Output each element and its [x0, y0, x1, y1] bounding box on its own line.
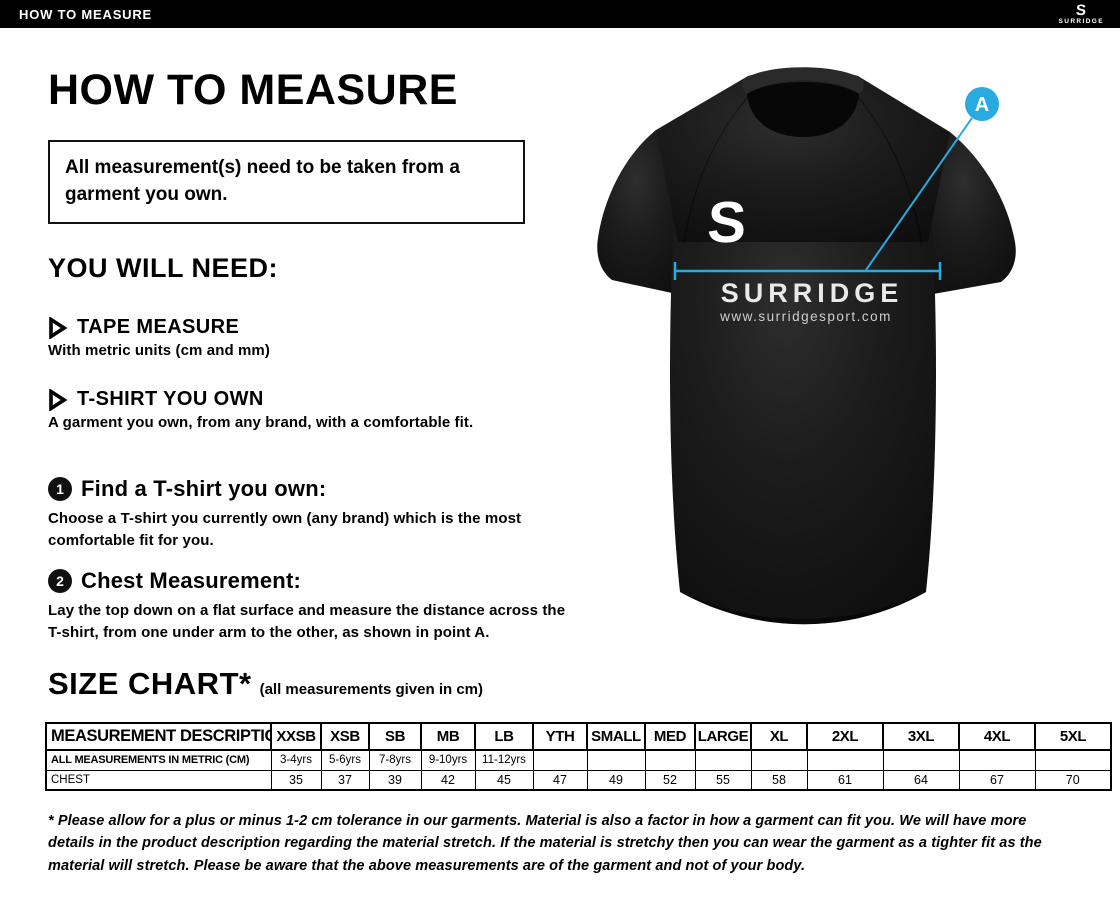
- size-table-col-5xl: 5XL: [1034, 722, 1112, 751]
- size-value-cell: [806, 749, 884, 771]
- size-table-col-description: MEASUREMENT DESCRIPTION: [45, 722, 272, 751]
- size-table-col-3xl: 3XL: [882, 722, 960, 751]
- surridge-logo: S SURRIDGE: [1058, 1, 1110, 26]
- size-value-cell: 37: [320, 769, 370, 791]
- chest-measurement-annotation: A: [673, 87, 999, 280]
- size-table-col-med: MED: [644, 722, 696, 751]
- need-item-title: TAPE MEASURE: [77, 316, 240, 338]
- surridge-s-icon: S: [1075, 1, 1087, 19]
- size-value-cell: [532, 749, 588, 771]
- size-table-col-xxsb: XXSB: [270, 722, 322, 751]
- size-value-cell: [882, 749, 960, 771]
- size-table-col-sb: SB: [368, 722, 422, 751]
- need-item-tape-measure: TAPE MEASURE With metric units (cm and m…: [48, 316, 270, 359]
- table-row: ALL MEASUREMENTS IN METRIC (CM) 3-4yrs 5-6…: [45, 749, 1112, 771]
- size-value-cell: [958, 749, 1036, 771]
- step-2: 2 Chest Measurement: Lay the top down on…: [48, 568, 578, 644]
- size-value-cell: [694, 749, 752, 771]
- tshirt-measurement-figure: S SURRIDGE www.surridgesport.com A: [597, 67, 1016, 625]
- you-will-need-heading: YOU WILL NEED:: [48, 253, 279, 283]
- triangle-bullet-icon: [49, 388, 67, 411]
- size-value-cell: 49: [586, 769, 646, 791]
- need-item-tshirt: T-SHIRT YOU OWN A garment you own, from …: [48, 388, 473, 431]
- size-value-cell: 67: [958, 769, 1036, 791]
- page-title: HOW TO MEASURE: [48, 66, 458, 114]
- size-chart-table: MEASUREMENT DESCRIPTION XXSB XSB SB MB LB YTH S…: [45, 722, 1112, 791]
- step-title: Chest Measurement:: [81, 568, 301, 593]
- size-table-col-2xl: 2XL: [806, 722, 884, 751]
- size-value-cell: [750, 749, 808, 771]
- size-value-cell: [1034, 749, 1112, 771]
- size-table-col-xl: XL: [750, 722, 808, 751]
- size-table-col-small: SMALL: [586, 722, 646, 751]
- step-1: 1 Find a T-shirt you own: Choose a T-shi…: [48, 476, 578, 552]
- shirt-s-logo-icon: S: [706, 190, 748, 255]
- size-value-cell: 55: [694, 769, 752, 791]
- size-value-cell: 45: [474, 769, 534, 791]
- size-value-cell: 42: [420, 769, 476, 791]
- size-value-cell: 35: [270, 769, 322, 791]
- tolerance-footnote: * Please allow for a plus or minus 1-2 c…: [48, 813, 1042, 874]
- size-chart: MEASUREMENT DESCRIPTION XXSB XSB SB MB LB YTH S…: [45, 722, 1112, 791]
- point-a-marker: [965, 87, 999, 121]
- size-value-cell: 39: [368, 769, 422, 791]
- shirt-brand-text: SURRIDGE: [721, 278, 904, 308]
- need-item-description: A garment you own, from any brand, with …: [48, 414, 474, 431]
- size-value-cell: [644, 749, 696, 771]
- step-description: Choose a T-shirt you currently own (any …: [48, 510, 522, 549]
- size-value-cell: 11-12yrs: [474, 749, 534, 771]
- row-label: CHEST: [45, 769, 272, 791]
- size-value-cell: 70: [1034, 769, 1112, 791]
- row-label: ALL MEASUREMENTS IN METRIC (CM): [45, 749, 272, 771]
- notice-box: All measurement(s) need to be taken from…: [48, 140, 525, 224]
- size-table-col-large: LARGE: [694, 722, 752, 751]
- size-value-cell: 7-8yrs: [368, 749, 422, 771]
- step-title: Find a T-shirt you own:: [81, 476, 327, 501]
- callout-line: [865, 117, 973, 271]
- triangle-bullet-icon: [49, 316, 67, 339]
- need-item-title: T-SHIRT YOU OWN: [77, 388, 264, 410]
- point-a-label: A: [975, 94, 989, 116]
- size-value-cell: 58: [750, 769, 808, 791]
- need-item-description: With metric units (cm and mm): [48, 342, 270, 359]
- surridge-logo-text: SURRIDGE: [1058, 17, 1104, 25]
- size-value-cell: 5-6yrs: [320, 749, 370, 771]
- size-chart-heading: SIZE CHART*: [48, 666, 252, 701]
- size-table-body: ALL MEASUREMENTS IN METRIC (CM) 3-4yrs 5-6…: [45, 749, 1112, 791]
- step-number-badge: 1: [48, 477, 72, 501]
- size-table-col-yth: YTH: [532, 722, 588, 751]
- top-bar-title: HOW TO MEASURE: [19, 6, 153, 22]
- size-value-cell: [586, 749, 646, 771]
- size-value-cell: 3-4yrs: [270, 749, 322, 771]
- step-description: Lay the top down on a flat surface and m…: [48, 602, 566, 641]
- step-number-badge: 2: [48, 569, 72, 593]
- size-value-cell: 64: [882, 769, 960, 791]
- size-table-col-lb: LB: [474, 722, 534, 751]
- size-chart-subheading: (all measurements given in cm): [259, 681, 483, 698]
- size-table-col-xsb: XSB: [320, 722, 370, 751]
- size-value-cell: 9-10yrs: [420, 749, 476, 771]
- top-bar: HOW TO MEASURE S SURRIDGE: [0, 0, 1120, 28]
- shirt-website-text: www.surridgesport.com: [719, 309, 892, 324]
- size-table-col-4xl: 4XL: [958, 722, 1036, 751]
- size-table-head-row: MEASUREMENT DESCRIPTION XXSB XSB SB MB LB YTH S…: [45, 722, 1112, 751]
- tshirt-image: [597, 67, 1016, 625]
- size-value-cell: 52: [644, 769, 696, 791]
- table-row: CHEST 35 37 39 42 45 47 49 52 55 58 61 64 67 70: [45, 769, 1112, 791]
- size-value-cell: 61: [806, 769, 884, 791]
- size-chart-heading-row: SIZE CHART* (all measurements given in c…: [48, 666, 483, 702]
- size-table-col-mb: MB: [420, 722, 476, 751]
- size-value-cell: 47: [532, 769, 588, 791]
